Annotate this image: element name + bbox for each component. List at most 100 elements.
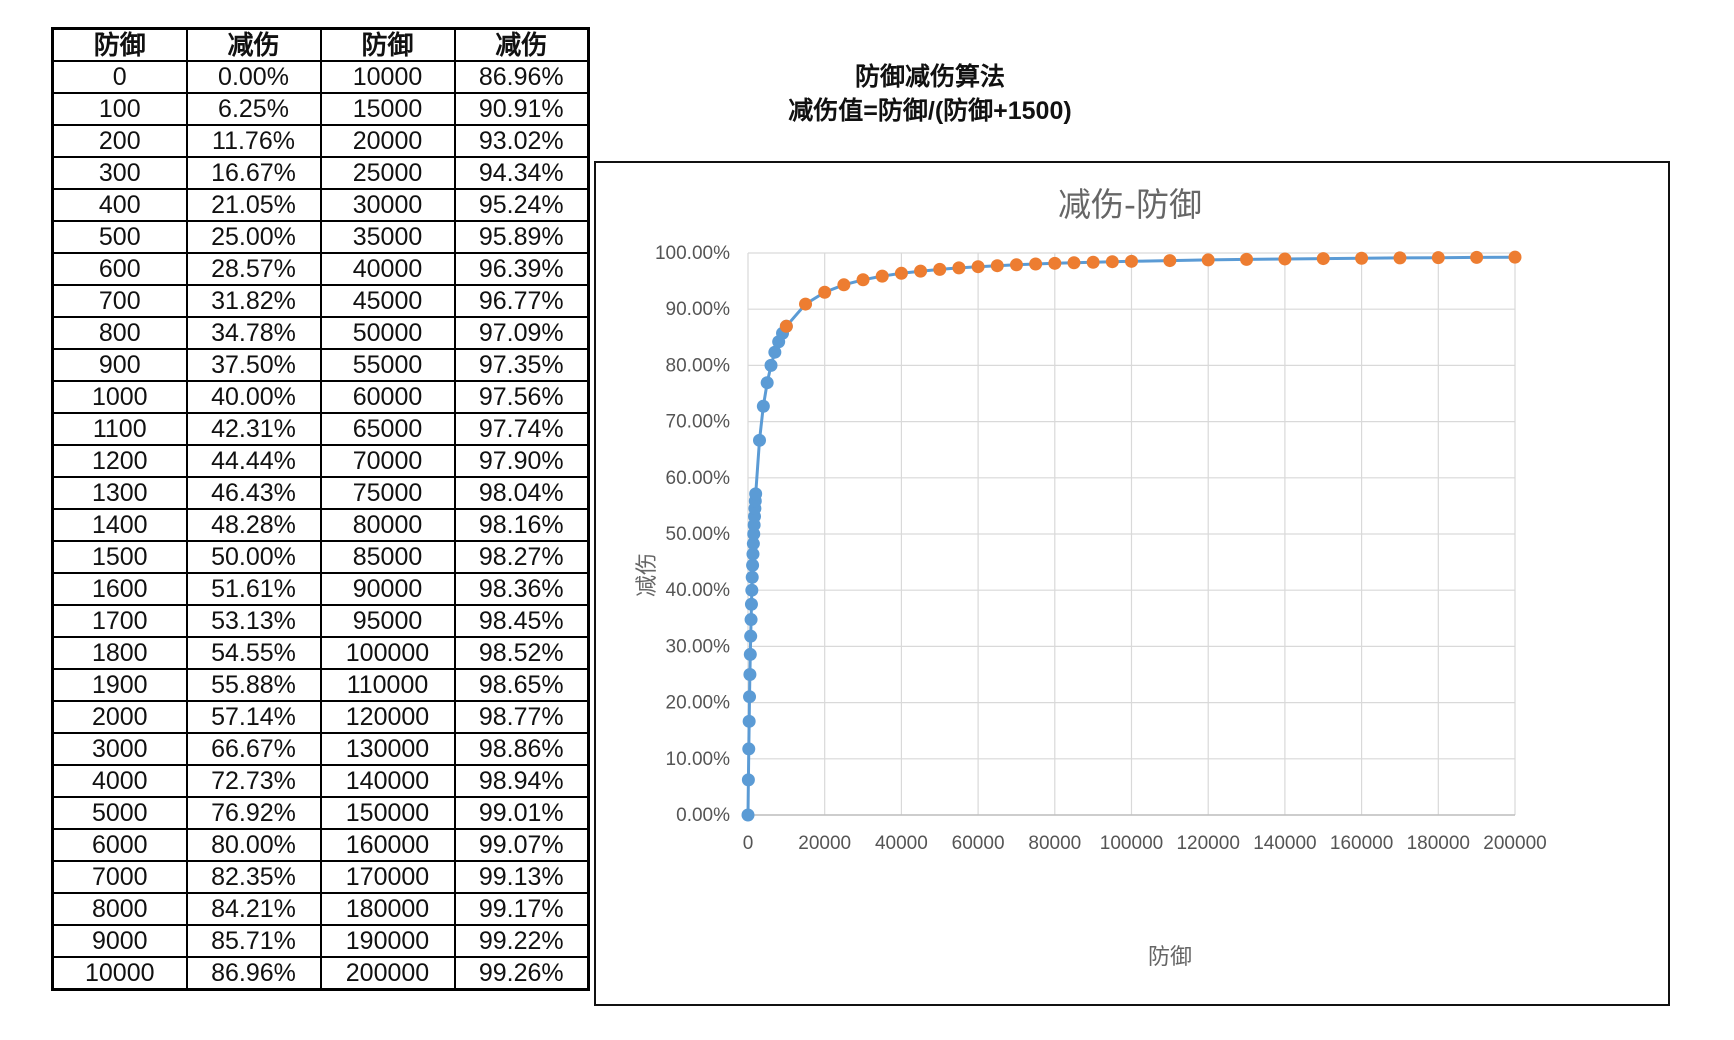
cell-reduction: 98.94%: [453, 764, 590, 798]
cell-reduction: 66.67%: [185, 732, 322, 766]
cell-defense: 100000: [319, 636, 456, 670]
header-defense-1: 防御: [51, 27, 188, 62]
cell-reduction: 99.07%: [453, 828, 590, 862]
cell-reduction: 99.13%: [453, 860, 590, 894]
cell-reduction: 99.01%: [453, 796, 590, 830]
cell-defense: 9000: [51, 924, 188, 958]
data-point-orange: [1508, 250, 1522, 264]
cell-reduction: 93.02%: [453, 124, 590, 158]
x-tick-label: 20000: [798, 833, 851, 854]
cell-reduction: 98.52%: [453, 636, 590, 670]
cell-reduction: 76.92%: [185, 796, 322, 830]
cell-reduction: 86.96%: [453, 60, 590, 94]
cell-defense: 50000: [319, 316, 456, 350]
table-row: 1600 51.61% 90000 98.36%: [51, 572, 590, 606]
data-point-blue: [745, 570, 759, 584]
data-point-orange: [914, 264, 928, 278]
cell-defense: 4000: [51, 764, 188, 798]
data-point-orange: [1086, 255, 1100, 269]
cell-defense: 45000: [319, 284, 456, 318]
cell-defense: 25000: [319, 156, 456, 190]
table-row: 1500 50.00% 85000 98.27%: [51, 540, 590, 574]
cell-defense: 0: [51, 60, 188, 94]
y-tick-label: 80.00%: [666, 355, 731, 376]
cell-defense: 600: [51, 252, 188, 286]
data-point-blue: [741, 808, 755, 822]
x-tick-label: 80000: [1028, 833, 1081, 854]
cell-defense: 120000: [319, 700, 456, 734]
table-row: 10000 86.96% 200000 99.26%: [51, 956, 590, 991]
data-point-orange: [856, 273, 870, 287]
cell-reduction: 72.73%: [185, 764, 322, 798]
cell-defense: 1700: [51, 604, 188, 638]
table-body: 0 0.00% 10000 86.96% 100 6.25% 15000 90.91% 200 1…: [51, 60, 590, 991]
cell-reduction: 82.35%: [185, 860, 322, 894]
x-tick-label: 200000: [1483, 833, 1546, 854]
cell-reduction: 85.71%: [185, 924, 322, 958]
x-axis-title: 防御: [1148, 945, 1192, 970]
cell-reduction: 97.09%: [453, 316, 590, 350]
table-row: 100 6.25% 15000 90.91%: [51, 92, 590, 126]
cell-reduction: 86.96%: [185, 956, 322, 991]
data-point-orange: [971, 260, 985, 274]
cell-reduction: 98.45%: [453, 604, 590, 638]
data-point-orange: [1355, 251, 1369, 265]
grid-layer: [747, 252, 1516, 816]
cell-defense: 80000: [319, 508, 456, 542]
cell-reduction: 34.78%: [185, 316, 322, 350]
cell-defense: 3000: [51, 732, 188, 766]
cell-defense: 700: [51, 284, 188, 318]
cell-defense: 150000: [319, 796, 456, 830]
data-point-blue: [746, 558, 760, 572]
cell-defense: 500: [51, 220, 188, 254]
data-point-orange: [799, 297, 813, 311]
cell-defense: 1200: [51, 444, 188, 478]
cell-reduction: 96.77%: [453, 284, 590, 318]
cell-reduction: 25.00%: [185, 220, 322, 254]
data-point-blue: [743, 647, 757, 661]
cell-defense: 200000: [319, 956, 456, 991]
cell-defense: 1100: [51, 412, 188, 446]
cell-reduction: 40.00%: [185, 380, 322, 414]
data-point-blue: [753, 433, 767, 447]
data-point-blue: [744, 597, 758, 611]
cell-reduction: 31.82%: [185, 284, 322, 318]
data-point-orange: [1163, 254, 1177, 268]
cell-defense: 900: [51, 348, 188, 382]
cell-defense: 15000: [319, 92, 456, 126]
data-point-blue: [745, 583, 759, 597]
cell-reduction: 95.89%: [453, 220, 590, 254]
cell-reduction: 57.14%: [185, 700, 322, 734]
defense-reduction-table: 防御 减伤 防御 减伤 0 0.00% 10000 86.96% 100 6.25% 150…: [51, 27, 590, 991]
cell-defense: 20000: [319, 124, 456, 158]
y-tick-label: 20.00%: [666, 693, 731, 714]
data-point-orange: [990, 259, 1004, 273]
data-point-blue: [764, 358, 778, 372]
y-tick-label: 100.00%: [655, 243, 730, 264]
cell-defense: 10000: [51, 956, 188, 991]
table-row: 1700 53.13% 95000 98.45%: [51, 604, 590, 638]
cell-defense: 300: [51, 156, 188, 190]
cell-defense: 1600: [51, 572, 188, 606]
cell-defense: 40000: [319, 252, 456, 286]
cell-reduction: 16.67%: [185, 156, 322, 190]
cell-defense: 7000: [51, 860, 188, 894]
cell-defense: 400: [51, 188, 188, 222]
cell-defense: 100: [51, 92, 188, 126]
table-row: 1200 44.44% 70000 97.90%: [51, 444, 590, 478]
data-point-blue: [741, 773, 755, 787]
y-axis-title: 减伤: [635, 553, 660, 597]
y-tick-label: 40.00%: [666, 580, 731, 601]
cell-defense: 1300: [51, 476, 188, 510]
table-row: 1800 54.55% 100000 98.52%: [51, 636, 590, 670]
x-tick-label: 160000: [1330, 833, 1393, 854]
table-row: 800 34.78% 50000 97.09%: [51, 316, 590, 350]
cell-reduction: 97.90%: [453, 444, 590, 478]
table-row: 900 37.50% 55000 97.35%: [51, 348, 590, 382]
chart-title: 减伤-防御: [1058, 185, 1202, 224]
cell-defense: 70000: [319, 444, 456, 478]
header-reduction-2: 减伤: [453, 27, 590, 62]
cell-reduction: 98.16%: [453, 508, 590, 542]
cell-reduction: 98.86%: [453, 732, 590, 766]
cell-reduction: 95.24%: [453, 188, 590, 222]
